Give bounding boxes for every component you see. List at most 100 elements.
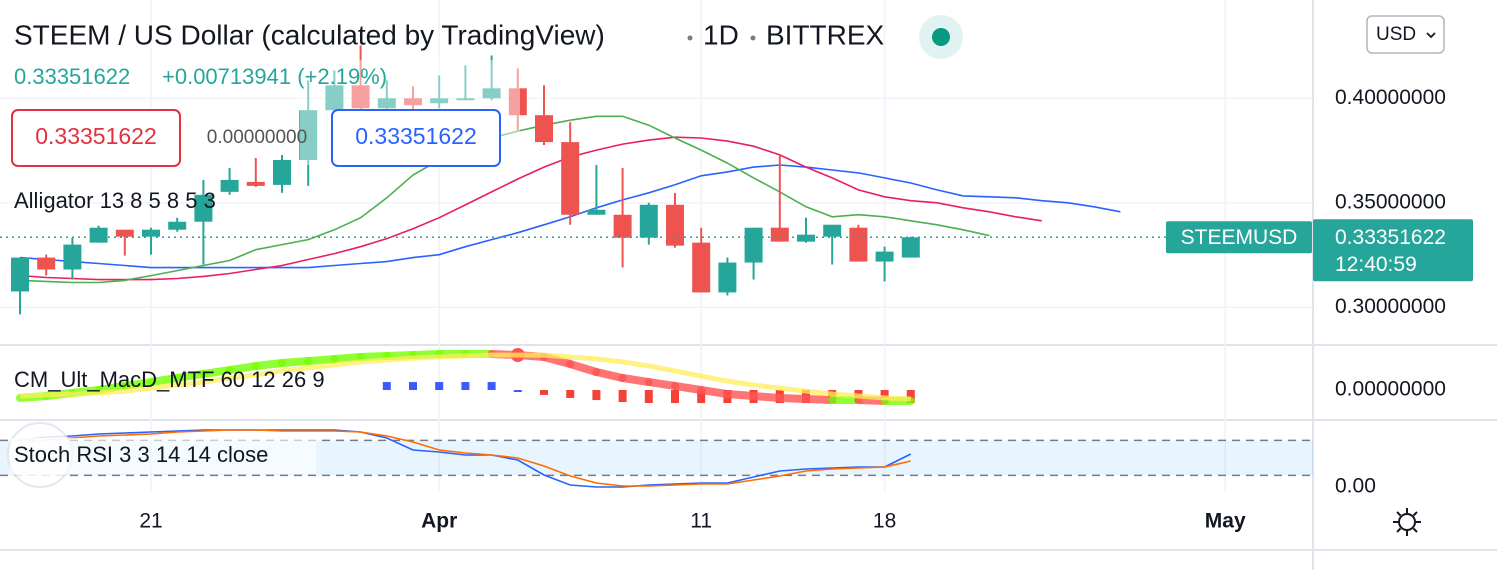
macd-segment bbox=[225, 362, 260, 375]
candle-body bbox=[456, 98, 475, 101]
candle-body bbox=[115, 229, 134, 237]
y-tick-label: 0.00 bbox=[1335, 475, 1376, 498]
histogram-bar bbox=[382, 382, 391, 390]
buy-button[interactable] bbox=[331, 109, 501, 167]
candle-body bbox=[613, 214, 632, 238]
candle-body bbox=[377, 98, 396, 109]
y-tick-label: 0.00000000 bbox=[1335, 378, 1446, 401]
currency-button[interactable] bbox=[1366, 15, 1445, 54]
macd-segment bbox=[199, 366, 234, 378]
macd-segment bbox=[409, 350, 444, 360]
macd-legend[interactable]: CM_Ult_MacD_MTF 60 12 26 9 bbox=[14, 367, 325, 392]
macd-segment bbox=[749, 392, 784, 402]
x-tick-label: 21 bbox=[139, 510, 162, 533]
candle-body bbox=[325, 85, 344, 111]
interval[interactable]: 1D bbox=[703, 19, 739, 50]
histogram-bar bbox=[513, 390, 522, 392]
separator-dot bbox=[750, 35, 756, 41]
histogram-bar bbox=[697, 390, 706, 404]
settings-icon[interactable] bbox=[1393, 508, 1421, 536]
price-change: +0.00713941 (+2.19%) bbox=[162, 64, 387, 89]
histogram-bar bbox=[592, 390, 601, 401]
sell-button[interactable] bbox=[11, 109, 181, 167]
price-label-box bbox=[1313, 219, 1473, 282]
candle-body bbox=[273, 159, 291, 185]
macd-segment bbox=[671, 381, 706, 394]
price-label: 0.33351622 bbox=[1335, 226, 1446, 249]
histogram-bar bbox=[409, 382, 417, 390]
candle-body bbox=[11, 257, 29, 292]
candle-body bbox=[666, 204, 684, 246]
histogram-bar bbox=[461, 382, 470, 390]
separator-dot bbox=[687, 35, 693, 41]
macd-segment bbox=[540, 353, 575, 369]
histogram-bar bbox=[644, 390, 653, 404]
indicator-line bbox=[19, 352, 911, 402]
candle-body bbox=[246, 181, 265, 186]
macd-segment bbox=[566, 360, 601, 376]
symbol-label-box bbox=[1166, 221, 1312, 254]
candle-body bbox=[482, 88, 501, 99]
macd-segment bbox=[120, 378, 155, 390]
currency[interactable]: USD bbox=[1376, 24, 1416, 45]
macd-segment bbox=[618, 374, 653, 387]
histogram-bar bbox=[487, 382, 496, 390]
alligator-legend[interactable]: Alligator 13 8 5 8 5 3 bbox=[14, 188, 216, 213]
macd-segment bbox=[304, 354, 339, 366]
macd-segment bbox=[356, 351, 391, 361]
macd-segment bbox=[147, 374, 182, 387]
candle-body bbox=[430, 98, 449, 104]
candle-body bbox=[299, 110, 318, 160]
histogram-bar bbox=[671, 390, 679, 404]
indicator-line bbox=[19, 115, 990, 284]
histogram-bar bbox=[566, 390, 575, 398]
candle-body bbox=[63, 244, 82, 270]
y-tick-label: 0.30000000 bbox=[1335, 295, 1446, 318]
stoch-legend[interactable]: Stoch RSI 3 3 14 14 close bbox=[14, 442, 268, 467]
macd-segment bbox=[330, 353, 365, 363]
candle-body bbox=[692, 242, 711, 293]
x-tick-label: May bbox=[1205, 510, 1246, 533]
exchange: BITTREX bbox=[766, 19, 885, 50]
candle-body bbox=[220, 179, 239, 192]
candle-body bbox=[89, 227, 108, 243]
bid-price[interactable]: 0.33351622 bbox=[35, 123, 157, 149]
macd-segment bbox=[775, 393, 810, 403]
macd-segment bbox=[697, 386, 732, 399]
spread: 0.00000000 bbox=[207, 127, 307, 148]
symbol-label: STEEMUSD bbox=[1181, 226, 1298, 249]
dropdown-caret bbox=[1426, 32, 1436, 39]
candle-body bbox=[797, 234, 815, 242]
x-tick-label: Apr bbox=[421, 510, 457, 533]
macd-segment bbox=[592, 368, 627, 382]
candle-body bbox=[639, 204, 658, 238]
histogram-bar bbox=[540, 390, 548, 395]
candle-body bbox=[535, 115, 553, 143]
countdown: 12:40:59 bbox=[1335, 253, 1417, 276]
candle-body bbox=[142, 229, 160, 237]
ask-price[interactable]: 0.33351622 bbox=[355, 123, 477, 149]
histogram-bar bbox=[435, 382, 444, 390]
x-tick-label: 18 bbox=[873, 510, 896, 533]
candle-body bbox=[168, 221, 187, 230]
macd-segment bbox=[251, 359, 286, 370]
macd-segment bbox=[173, 369, 208, 382]
market-status-dot bbox=[932, 28, 950, 46]
last-price: 0.33351622 bbox=[14, 64, 130, 89]
candle-body bbox=[561, 142, 580, 215]
candle-body bbox=[508, 88, 527, 116]
candle-body bbox=[718, 262, 737, 293]
candle-body bbox=[823, 224, 842, 237]
indicator-line bbox=[19, 429, 911, 487]
y-tick-label: 0.40000000 bbox=[1335, 86, 1446, 109]
macd-segment bbox=[723, 390, 758, 400]
candle-body bbox=[901, 237, 920, 258]
indicator-line bbox=[19, 136, 1042, 281]
candle-body bbox=[849, 227, 868, 262]
macd-segment bbox=[382, 351, 417, 360]
candle-body bbox=[770, 227, 789, 242]
macd-segment bbox=[278, 357, 313, 367]
candle-body bbox=[194, 194, 213, 222]
